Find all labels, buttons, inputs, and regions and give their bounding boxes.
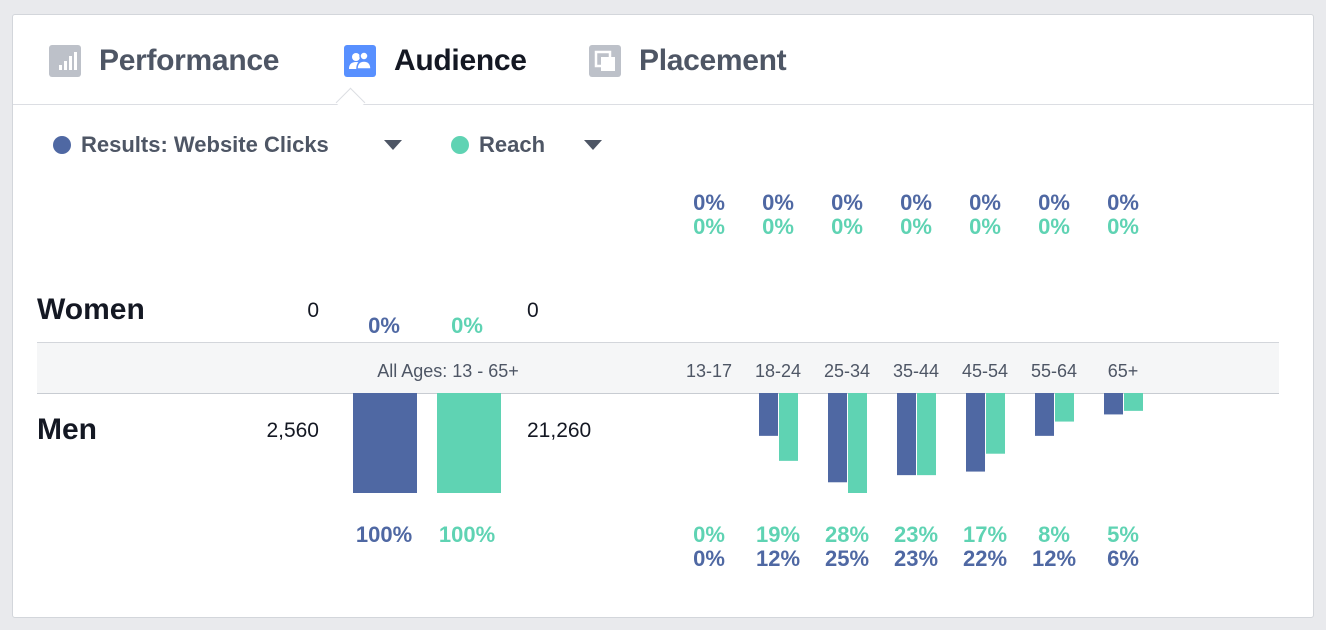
age-group-label: 25-34: [823, 361, 871, 381]
tab-placement[interactable]: Placement: [589, 41, 787, 81]
age-group-label: 13-17: [685, 361, 733, 381]
men-age-reach-pct: 28%: [824, 522, 870, 547]
men-all-reach-pct: 100%: [438, 522, 496, 547]
audience-card: Performance Audience Placement: [12, 14, 1314, 618]
reach-bar: [1055, 393, 1074, 422]
men-label: Men: [37, 413, 97, 446]
women-age-reach-pct: 0%: [900, 214, 932, 239]
men-results-count: 2,560: [266, 419, 319, 442]
men-all-reach-bar: [437, 393, 501, 493]
men-age-bar-chart: [759, 393, 1143, 493]
men-age-results-pct: 0%: [693, 546, 725, 571]
women-age-reach-pct: 0%: [1107, 214, 1139, 239]
men-age-reach-pct: 5%: [1107, 522, 1139, 547]
women-age-reach-pct: 0%: [969, 214, 1001, 239]
results-bar: [1104, 393, 1123, 415]
women-age-reach-pct: 0%: [1038, 214, 1070, 239]
women-age-reach-pct: 0%: [762, 214, 794, 239]
chevron-down-icon[interactable]: [584, 140, 602, 150]
men-all-results-bar: [353, 393, 417, 493]
women-age-results-pct: 0%: [900, 190, 932, 215]
men-age-reach-pct: 19%: [755, 522, 801, 547]
people-icon: [344, 45, 376, 77]
women-label: Women: [37, 293, 145, 326]
results-bar: [828, 393, 847, 483]
women-age-results-pct: 0%: [762, 190, 794, 215]
tab-performance[interactable]: Performance: [49, 41, 279, 81]
reach-dot: [451, 136, 469, 154]
tab-placement-label: Placement: [639, 44, 787, 77]
women-age-results-pct: 0%: [831, 190, 863, 215]
men-reach-count: 21,260: [527, 419, 592, 442]
tab-performance-label: Performance: [99, 44, 280, 77]
age-group-label: 35-44: [892, 361, 940, 381]
results-bar: [897, 393, 916, 476]
age-group-label: 55-64: [1030, 361, 1078, 381]
men-age-results-pct: 25%: [824, 546, 870, 571]
reach-metric-dropdown[interactable]: Reach: [451, 132, 602, 157]
reach-bar: [917, 393, 936, 476]
women-age-reach-pct: 0%: [831, 214, 863, 239]
reach-metric-label: Reach: [479, 132, 546, 157]
results-dot: [53, 136, 71, 154]
reach-bar: [779, 393, 798, 461]
results-metric-label: Results: Website Clicks: [81, 132, 329, 157]
men-age-reach-pct: 0%: [693, 522, 725, 547]
results-metric-dropdown[interactable]: Results: Website Clicks: [53, 132, 402, 157]
women-reach-count: 0: [527, 299, 539, 322]
chevron-down-icon[interactable]: [384, 140, 402, 150]
results-bar: [966, 393, 985, 472]
all-ages-label: All Ages: 13 - 65+: [377, 361, 519, 381]
age-axis-band: [37, 342, 1279, 394]
results-bar: [759, 393, 778, 436]
age-group-label: 18-24: [754, 361, 802, 381]
tab-audience-label: Audience: [394, 44, 527, 77]
age-group-label: 45-54: [961, 361, 1009, 381]
men-age-reach-pct: 17%: [962, 522, 1008, 547]
men-age-reach-pct: 23%: [893, 522, 939, 547]
women-all-reach-pct: 0%: [451, 313, 483, 338]
placement-icon: [589, 45, 621, 77]
men-all-results-pct: 100%: [355, 522, 413, 547]
women-age-results-pct: 0%: [1107, 190, 1139, 215]
reach-bar: [1124, 393, 1143, 411]
men-age-results-pct: 12%: [755, 546, 801, 571]
reach-bar: [986, 393, 1005, 454]
women-age-results-pct: 0%: [1038, 190, 1070, 215]
results-bar: [1035, 393, 1054, 436]
age-group-label: 65+: [1107, 361, 1139, 381]
women-age-reach-pct: 0%: [693, 214, 725, 239]
women-age-results-pct: 0%: [693, 190, 725, 215]
tab-audience[interactable]: Audience: [344, 41, 527, 81]
men-age-results-pct: 23%: [893, 546, 939, 571]
men-age-results-pct: 12%: [1031, 546, 1077, 571]
women-results-count: 0: [307, 299, 319, 322]
men-age-reach-pct: 8%: [1038, 522, 1070, 547]
reach-bar: [848, 393, 867, 493]
women-all-results-pct: 0%: [368, 313, 400, 338]
men-age-results-pct: 6%: [1107, 546, 1139, 571]
tab-bar: Performance Audience Placement: [13, 15, 1313, 105]
bar-chart-icon: [49, 45, 81, 77]
men-age-results-pct: 22%: [962, 546, 1008, 571]
women-age-results-pct: 0%: [969, 190, 1001, 215]
